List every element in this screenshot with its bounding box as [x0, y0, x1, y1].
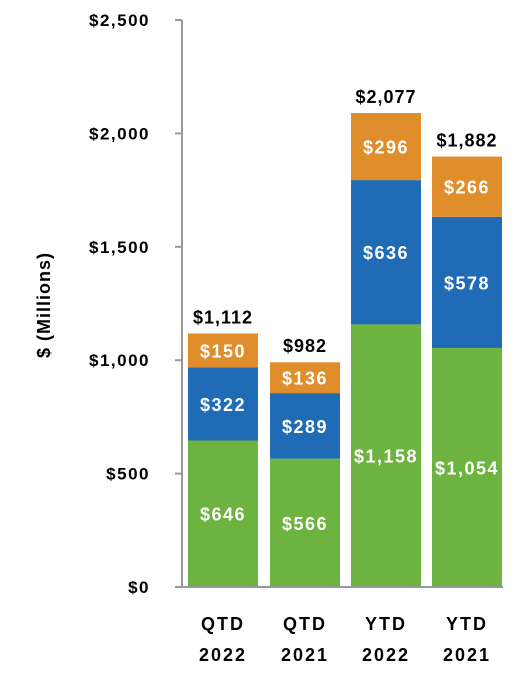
total-value-label: $1,882	[436, 131, 497, 151]
segment-value-label: $266	[444, 178, 490, 198]
bar-segment	[188, 333, 258, 368]
bar-segment	[351, 324, 421, 587]
bar-segment	[432, 347, 502, 587]
axes	[181, 20, 503, 588]
segment-value-label: $296	[363, 138, 409, 158]
total-value-label: $1,112	[193, 307, 253, 327]
x-category-label: 2022	[362, 645, 410, 665]
bar-segment	[270, 458, 340, 587]
bar-segment	[188, 440, 258, 587]
total-value-label: $982	[283, 336, 327, 356]
bars	[188, 112, 502, 587]
x-category-label: 2021	[443, 645, 491, 665]
segment-value-label: $1,158	[354, 447, 418, 467]
x-category-label: 2022	[199, 645, 247, 665]
segment-value-label: $566	[282, 514, 328, 534]
x-category-label: YTD	[446, 614, 488, 634]
y-tick-label: $0	[128, 578, 150, 597]
x-category-label: YTD	[365, 614, 407, 634]
category-labels: QTD 2022 QTD 2021 YTD 2022 YTD 2021	[199, 614, 491, 665]
bar-segment	[270, 362, 340, 394]
segment-value-label: $322	[200, 395, 246, 415]
segment-value-label: $150	[200, 341, 246, 361]
y-tick-label: $1,000	[89, 351, 150, 370]
y-tick-label: $2,000	[89, 124, 150, 143]
x-category-label: QTD	[201, 614, 245, 634]
y-tick-label: $2,500	[89, 11, 150, 30]
bar-segment	[270, 393, 340, 459]
segment-value-label: $1,054	[435, 458, 499, 478]
segment-labels: $646 $322 $150 $566 $289 $136 $1,158 $636 $296 $1…	[200, 138, 499, 534]
bar-segment	[432, 216, 502, 348]
y-tick-label: $1,500	[89, 238, 150, 257]
total-labels: $1,112 $982 $2,077 $1,882	[193, 87, 497, 356]
bar-segment	[188, 367, 258, 441]
bar-segment	[351, 112, 421, 181]
x-category-label: QTD	[283, 614, 327, 634]
segment-value-label: $636	[363, 243, 409, 263]
y-axis-ticks: $0 $500 $1,000 $1,500 $2,000 $2,500	[89, 11, 182, 597]
segment-value-label: $289	[282, 417, 328, 437]
segment-value-label: $136	[282, 369, 328, 389]
bar-segment	[432, 156, 502, 217]
total-value-label: $2,077	[355, 87, 416, 107]
x-category-label: 2021	[281, 645, 329, 665]
bar-segment	[351, 180, 421, 325]
y-tick-label: $500	[106, 465, 150, 484]
segment-value-label: $578	[444, 273, 490, 293]
segment-value-label: $646	[200, 505, 246, 525]
y-axis-title: $ (Millions)	[34, 252, 54, 358]
